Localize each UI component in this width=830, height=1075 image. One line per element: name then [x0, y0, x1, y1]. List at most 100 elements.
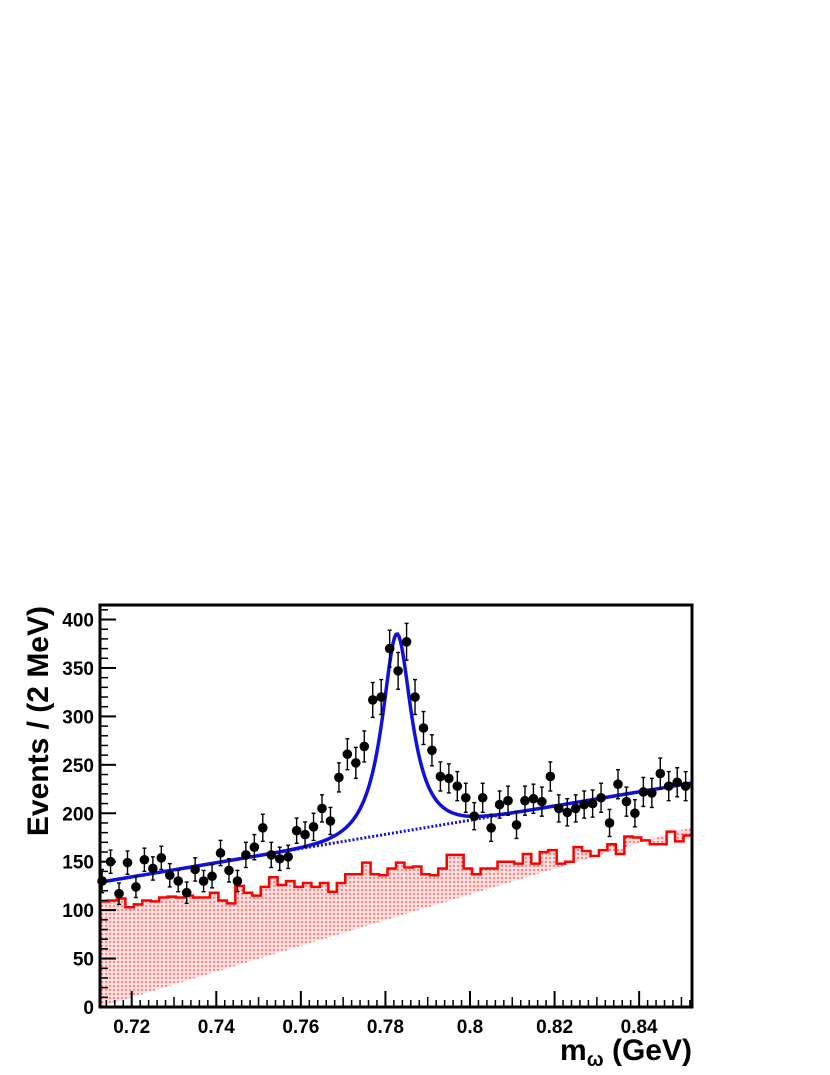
data-point	[266, 841, 277, 869]
data-point	[207, 863, 217, 889]
data-marker	[173, 876, 184, 886]
data-point	[520, 785, 530, 816]
data-point	[342, 737, 353, 771]
data-marker	[587, 798, 598, 809]
data-point	[258, 813, 268, 843]
data-point	[224, 858, 234, 883]
data-marker	[249, 842, 260, 852]
data-marker	[384, 643, 395, 654]
data-point	[274, 846, 285, 872]
data-point	[410, 678, 420, 716]
data-marker	[477, 792, 488, 803]
data-marker	[190, 864, 200, 875]
x-axis-title: mω (GeV)	[560, 1034, 692, 1071]
data-point	[630, 799, 640, 828]
data-point	[376, 678, 387, 716]
y-axis: 0 50 100 150 200 250 300 350 400	[62, 609, 116, 1019]
data-point	[291, 817, 302, 844]
data-marker	[207, 871, 217, 882]
data-point	[334, 762, 344, 793]
data-point	[384, 629, 395, 668]
data-point	[173, 869, 184, 893]
data-marker	[647, 788, 657, 798]
data-marker	[554, 803, 564, 814]
x-tick-label: 0.78	[367, 1017, 404, 1038]
data-marker	[156, 853, 167, 863]
y-axis-title: Events / (2 MeV)	[22, 606, 55, 836]
data-point	[528, 783, 539, 814]
data-marker	[444, 773, 454, 784]
data-marker	[291, 825, 302, 836]
data-point	[554, 794, 564, 823]
data-marker	[325, 816, 336, 826]
data-marker	[435, 771, 446, 782]
data-point	[393, 651, 403, 690]
x-axis: 0.72 0.74 0.76 0.78 0.8 0.82 0.84	[105, 991, 691, 1038]
data-point	[477, 782, 488, 813]
data-marker	[680, 781, 691, 791]
data-point	[401, 622, 412, 661]
data-marker	[621, 796, 632, 807]
data-marker	[545, 771, 556, 782]
data-point	[663, 770, 674, 802]
y-tick-label: 100	[62, 901, 94, 922]
data-marker	[469, 811, 480, 821]
data-marker	[122, 857, 133, 868]
data-marker	[181, 887, 192, 898]
data-marker	[562, 807, 573, 818]
data-point	[638, 776, 649, 808]
data-point	[537, 786, 547, 817]
data-point	[359, 730, 370, 763]
data-point	[460, 782, 471, 813]
data-point	[570, 794, 581, 823]
data-point	[325, 806, 336, 836]
data-marker	[452, 781, 463, 791]
data-point	[655, 757, 666, 790]
data-marker	[494, 799, 505, 810]
data-marker	[367, 695, 378, 705]
data-marker	[596, 792, 606, 803]
data-point	[367, 681, 378, 719]
y-tick-label: 300	[62, 707, 94, 728]
data-marker	[258, 822, 268, 833]
x-tick-label: 0.72	[113, 1017, 150, 1038]
data-marker	[351, 758, 361, 768]
data-marker	[198, 876, 209, 886]
data-marker	[579, 799, 589, 810]
data-point	[587, 789, 598, 818]
data-point	[241, 841, 251, 869]
data-point	[680, 770, 691, 802]
data-point	[511, 810, 522, 840]
data-marker	[359, 741, 370, 752]
x-tick-label: 0.82	[536, 1017, 573, 1038]
data-point	[300, 821, 310, 848]
data-point	[308, 812, 319, 842]
data-point	[156, 845, 167, 871]
data-marker	[300, 829, 310, 840]
data-point	[545, 761, 556, 792]
data-point	[427, 734, 437, 767]
data-marker	[613, 779, 623, 790]
data-point	[672, 767, 682, 798]
data-points	[97, 622, 691, 906]
data-marker	[570, 803, 581, 814]
data-marker	[604, 818, 615, 828]
plot-frame	[98, 603, 694, 1009]
data-marker	[486, 822, 496, 833]
data-point	[232, 869, 243, 893]
data-marker	[164, 870, 175, 881]
data-marker	[148, 863, 158, 874]
data-marker	[114, 888, 124, 899]
data-marker	[376, 692, 387, 702]
data-marker	[401, 637, 412, 647]
data-point	[215, 839, 226, 867]
data-marker	[663, 781, 674, 791]
data-point	[249, 833, 260, 861]
data-marker	[131, 882, 141, 892]
data-marker	[334, 772, 344, 783]
y-tick-label: 400	[62, 611, 94, 632]
data-marker	[672, 777, 682, 788]
data-point	[596, 782, 606, 813]
data-marker	[427, 745, 437, 756]
